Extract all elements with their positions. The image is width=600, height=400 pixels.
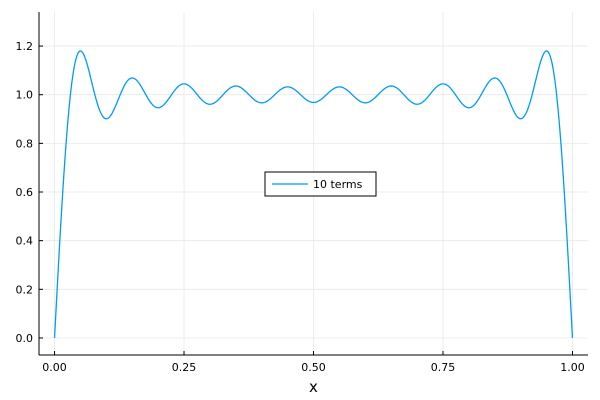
y-tick-label: 0.8 bbox=[16, 137, 34, 150]
y-tick-label: 0.2 bbox=[16, 283, 34, 296]
x-tick-label: 0.75 bbox=[431, 361, 456, 374]
legend: 10 terms bbox=[264, 171, 377, 197]
x-tick-label: 0.50 bbox=[301, 361, 326, 374]
y-tick-label: 0.6 bbox=[16, 186, 34, 199]
y-tick-label: 1.0 bbox=[16, 89, 34, 102]
y-tick-label: 0.0 bbox=[16, 332, 34, 345]
y-tick-label: 1.2 bbox=[16, 40, 34, 53]
y-tick-label: 0.4 bbox=[16, 235, 34, 248]
series-layer bbox=[53, 50, 574, 339]
x-tick-label: 0.00 bbox=[42, 361, 67, 374]
series-line-10-terms bbox=[53, 50, 574, 339]
ticks: 0.00 0.25 0.50 0.75 1.00 0.0 0.2 0.4 0.6 0.8 1.0 1.… bbox=[16, 40, 585, 374]
x-axis-title: x bbox=[309, 378, 318, 396]
x-tick-label: 1.00 bbox=[560, 361, 585, 374]
x-tick-label: 0.25 bbox=[172, 361, 197, 374]
legend-label: 10 terms bbox=[313, 178, 363, 191]
